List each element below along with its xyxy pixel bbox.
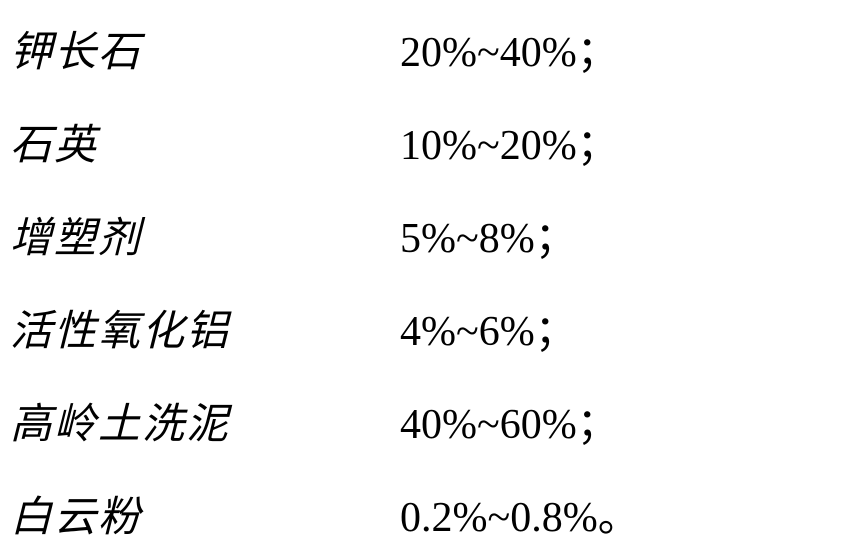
ingredient-value: 10%~20%； — [400, 111, 619, 172]
ingredient-value: 20%~40%； — [400, 18, 619, 79]
ingredient-value: 40%~60%； — [400, 390, 619, 451]
list-item: 白云粉 0.2%~0.8%。 — [10, 483, 855, 544]
ingredient-label: 高岭土洗泥 — [10, 390, 400, 451]
list-item: 石英 10%~20%； — [10, 111, 855, 172]
list-item: 活性氧化铝 4%~6%； — [10, 297, 855, 358]
ingredient-value: 0.2%~0.8%。 — [400, 483, 640, 544]
ingredient-value: 5%~8%； — [400, 204, 577, 265]
ingredient-label: 钾长石 — [10, 18, 400, 79]
list-item: 增塑剂 5%~8%； — [10, 204, 855, 265]
list-item: 高岭土洗泥 40%~60%； — [10, 390, 855, 451]
ingredient-label: 白云粉 — [10, 483, 400, 544]
ingredient-label: 增塑剂 — [10, 204, 400, 265]
ingredient-list: 钾长石 20%~40%； 石英 10%~20%； 增塑剂 5%~8%； 活性氧化… — [0, 0, 865, 551]
list-item: 钾长石 20%~40%； — [10, 18, 855, 79]
ingredient-label: 石英 — [10, 111, 400, 172]
ingredient-value: 4%~6%； — [400, 297, 577, 358]
ingredient-label: 活性氧化铝 — [10, 297, 400, 358]
